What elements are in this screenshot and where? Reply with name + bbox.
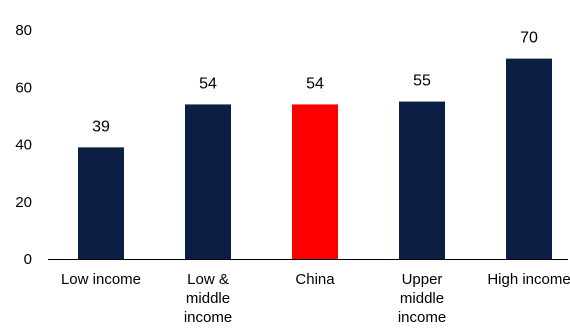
data-label: 39 — [92, 118, 110, 135]
y-tick-label: 20 — [15, 194, 32, 211]
category-label: China — [295, 271, 335, 288]
data-label: 54 — [306, 75, 324, 92]
bar — [185, 104, 231, 259]
data-label: 54 — [199, 75, 217, 92]
y-axis: 0 20 40 60 80 — [15, 22, 32, 268]
y-tick-label: 40 — [15, 137, 32, 154]
category-label: Upper middle income — [398, 271, 446, 326]
y-tick-label: 60 — [15, 79, 32, 96]
data-label: 70 — [520, 30, 538, 47]
data-labels: 39 54 54 55 70 — [92, 30, 538, 136]
category-label: Low & middle income — [184, 271, 232, 326]
category-label: Low income — [61, 271, 141, 288]
category-label: High income — [487, 271, 570, 288]
bar — [399, 101, 445, 259]
data-label: 55 — [413, 73, 431, 90]
bar — [292, 104, 338, 259]
y-tick-label: 80 — [15, 22, 32, 39]
bars — [78, 58, 552, 259]
bar — [78, 147, 124, 259]
x-axis: Low income Low & middle income China Upper mid… — [61, 271, 570, 326]
y-tick-label: 0 — [24, 251, 32, 268]
bar — [506, 58, 552, 259]
